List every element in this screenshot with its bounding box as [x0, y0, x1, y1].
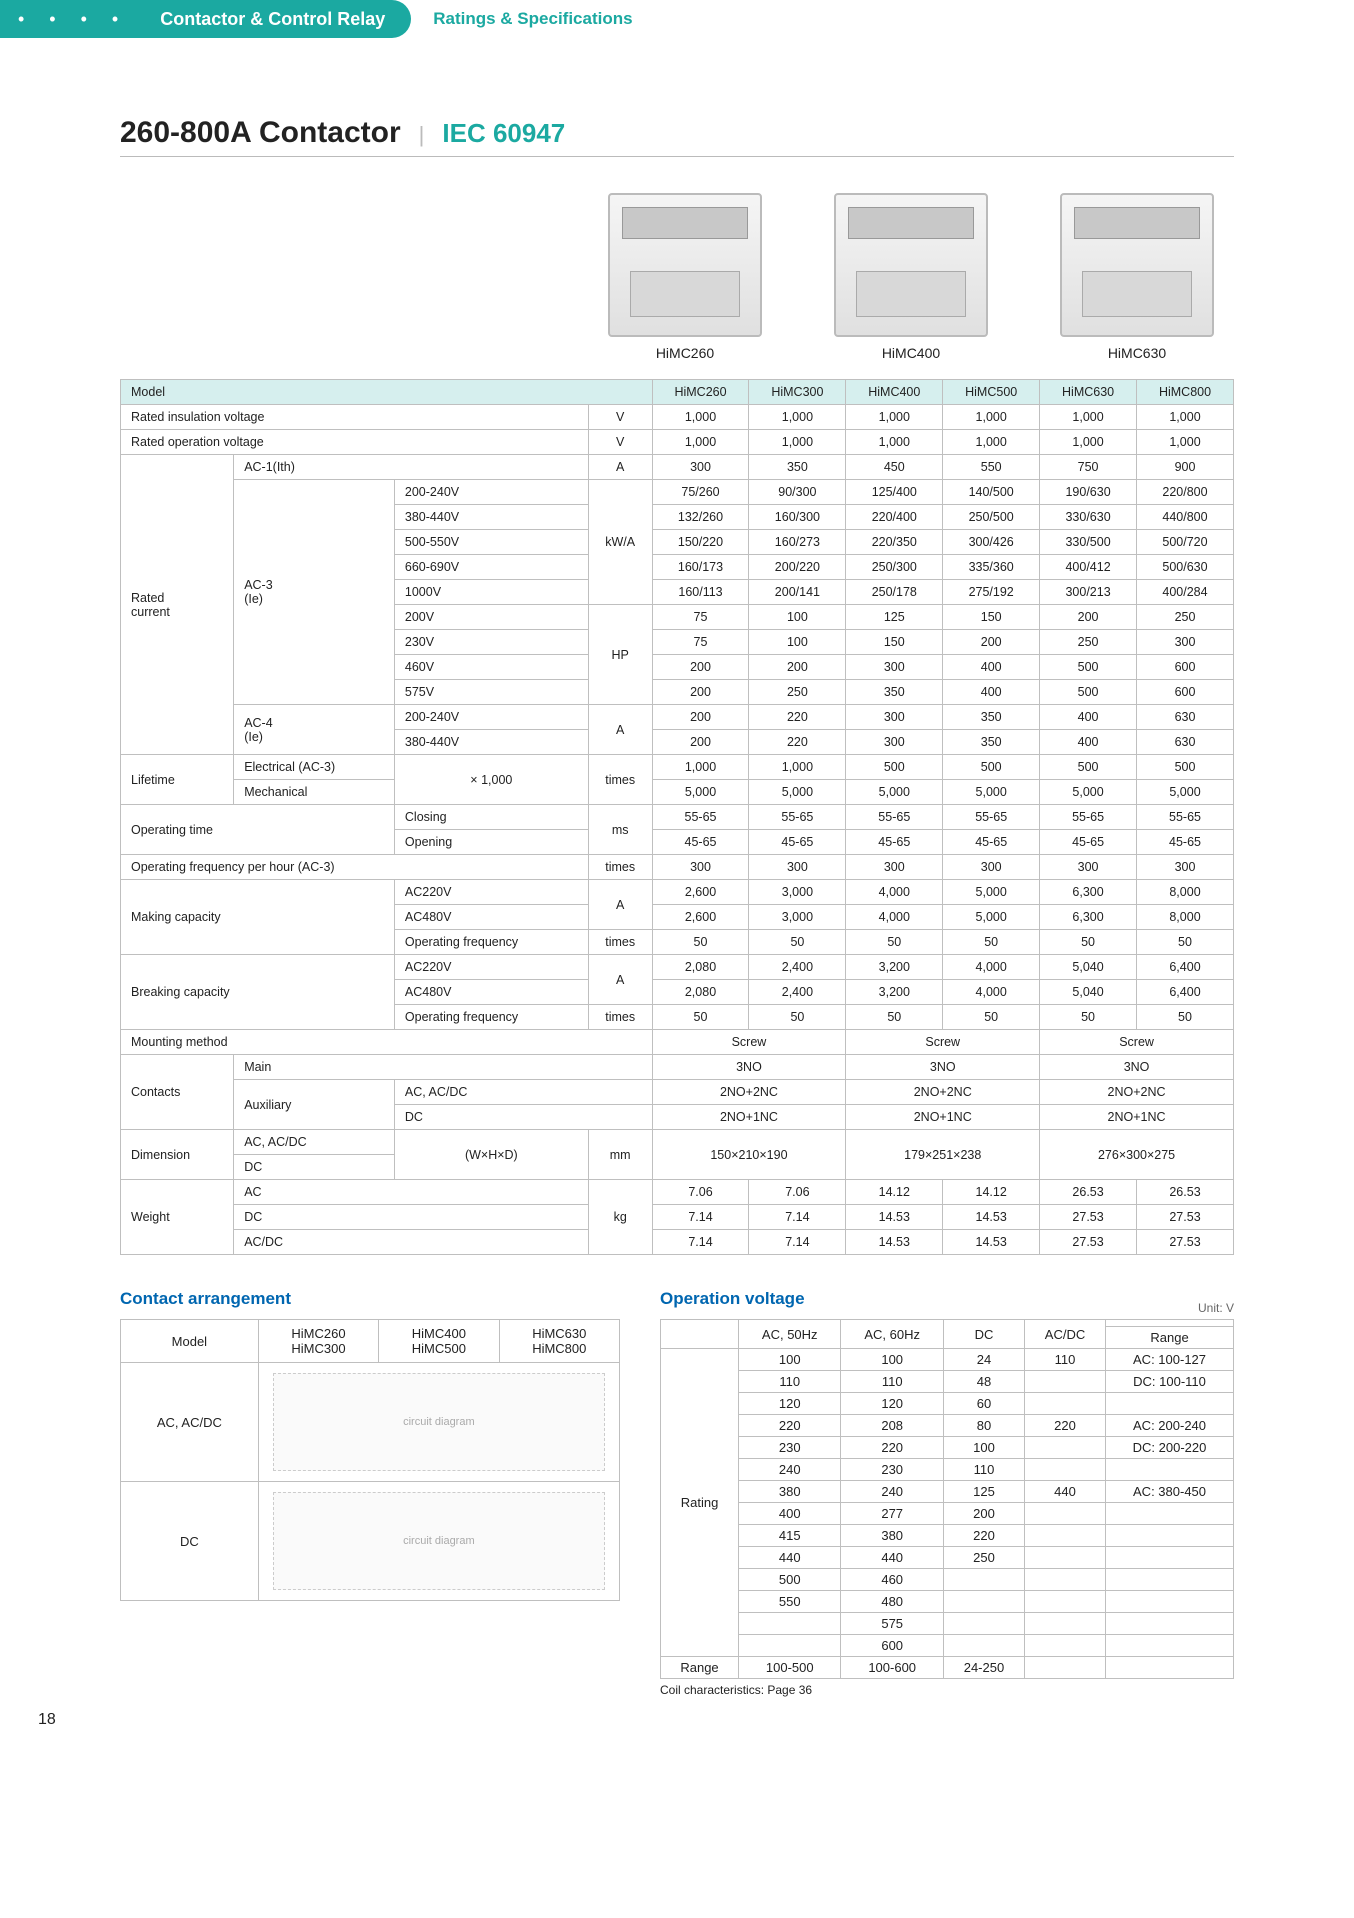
- ov-unit: Unit: V: [1198, 1301, 1234, 1315]
- product-img: [1060, 193, 1214, 337]
- page-number: 18: [38, 1711, 56, 1729]
- ov-table: AC, 50HzAC, 60HzDCAC/DCRangeRating100100…: [660, 1319, 1234, 1679]
- ca-table: ModelHiMC260HiMC300HiMC400HiMC500HiMC630…: [120, 1319, 620, 1601]
- ov-note: Coil characteristics: Page 36: [660, 1683, 1234, 1697]
- section-tab: Contactor & Control Relay: [146, 0, 411, 38]
- title-row: 260-800A Contactor | IEC 60947: [120, 116, 1234, 157]
- dots: • • • •: [0, 0, 146, 38]
- page-title: 260-800A Contactor: [120, 116, 401, 150]
- product-images: HiMC260 HiMC400 HiMC630: [120, 193, 1214, 361]
- standard: IEC 60947: [442, 118, 565, 149]
- subtitle: Ratings & Specifications: [433, 9, 632, 29]
- ca-title: Contact arrangement: [120, 1289, 620, 1309]
- spec-table: ModelHiMC260HiMC300HiMC400HiMC500HiMC630…: [120, 379, 1234, 1255]
- product-img: [834, 193, 988, 337]
- ov-title: Operation voltage: [660, 1289, 805, 1309]
- product-img: [608, 193, 762, 337]
- top-bar: • • • • Contactor & Control Relay Rating…: [0, 0, 1354, 38]
